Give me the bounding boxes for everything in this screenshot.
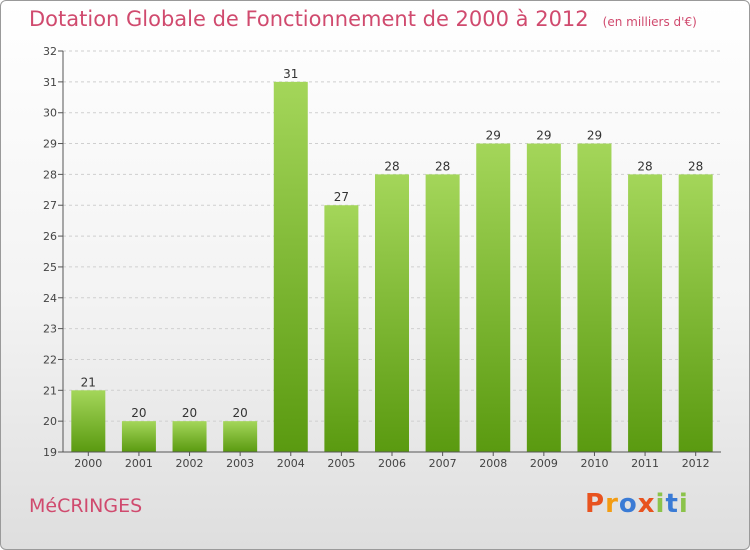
- data-label: 28: [637, 159, 652, 173]
- bar-2006: [375, 174, 409, 452]
- data-label: 29: [486, 129, 501, 143]
- data-label: 28: [384, 159, 399, 173]
- y-tick-label: 19: [43, 446, 57, 459]
- data-label: 20: [233, 406, 248, 420]
- data-label: 31: [283, 67, 298, 81]
- x-tick-label: 2004: [277, 457, 305, 470]
- y-tick-label: 24: [43, 292, 57, 305]
- x-tick-label: 2000: [74, 457, 102, 470]
- y-tick-label: 20: [43, 415, 57, 428]
- data-label: 28: [435, 159, 450, 173]
- x-tick-label: 2001: [125, 457, 153, 470]
- logo-letter: x: [637, 489, 656, 519]
- data-label: 28: [688, 159, 703, 173]
- x-tick-label: 2006: [378, 457, 406, 470]
- bar-2002: [172, 421, 207, 452]
- y-tick-label: 26: [43, 230, 57, 243]
- bar-2012: [678, 174, 713, 452]
- data-label: 29: [587, 129, 602, 143]
- bar-2000: [71, 390, 106, 452]
- bar-2005: [324, 205, 359, 452]
- logo-letter: P: [585, 489, 606, 519]
- data-label: 20: [182, 406, 197, 420]
- y-tick-label: 31: [43, 76, 57, 89]
- chart-title: Dotation Globale de Fonctionnement de 20…: [29, 7, 697, 31]
- y-tick-label: 29: [43, 138, 57, 151]
- bar-2007: [425, 174, 460, 452]
- bar-2011: [628, 174, 663, 452]
- logo-letter: r: [605, 489, 619, 519]
- chart-unit: (en milliers d'€): [602, 15, 697, 29]
- data-label: 29: [536, 129, 551, 143]
- x-tick-label: 2010: [580, 457, 608, 470]
- bar-2003: [223, 421, 258, 452]
- data-label: 27: [334, 190, 349, 204]
- data-label: 20: [131, 406, 146, 420]
- y-tick-label: 25: [43, 261, 57, 274]
- x-tick-label: 2011: [631, 457, 659, 470]
- chart-title-text: Dotation Globale de Fonctionnement de 20…: [29, 7, 589, 31]
- x-tick-label: 2003: [226, 457, 254, 470]
- logo-letter: i: [678, 489, 689, 519]
- y-tick-label: 30: [43, 107, 57, 120]
- bar-2004: [273, 81, 308, 452]
- x-tick-label: 2008: [479, 457, 507, 470]
- commune-name: MéCRINGES: [29, 495, 143, 517]
- x-tick-label: 2005: [327, 457, 355, 470]
- logo-letter: i: [655, 489, 666, 519]
- y-tick-label: 28: [43, 168, 57, 181]
- data-label: 21: [81, 375, 96, 389]
- y-tick-label: 27: [43, 199, 57, 212]
- y-tick-label: 21: [43, 384, 57, 397]
- x-tick-label: 2002: [176, 457, 204, 470]
- bar-2001: [121, 421, 156, 452]
- bar-2008: [476, 143, 511, 453]
- logo-letter: o: [618, 489, 638, 519]
- proxiti-logo[interactable]: Proxiti: [585, 489, 689, 519]
- bar-2010: [577, 143, 612, 453]
- y-tick-label: 32: [43, 45, 57, 58]
- y-tick-label: 23: [43, 323, 57, 336]
- x-tick-label: 2012: [682, 457, 710, 470]
- logo-letter: t: [665, 489, 679, 519]
- x-tick-label: 2009: [530, 457, 558, 470]
- x-tick-label: 2007: [429, 457, 457, 470]
- bar-2009: [526, 143, 561, 453]
- y-tick-label: 22: [43, 353, 57, 366]
